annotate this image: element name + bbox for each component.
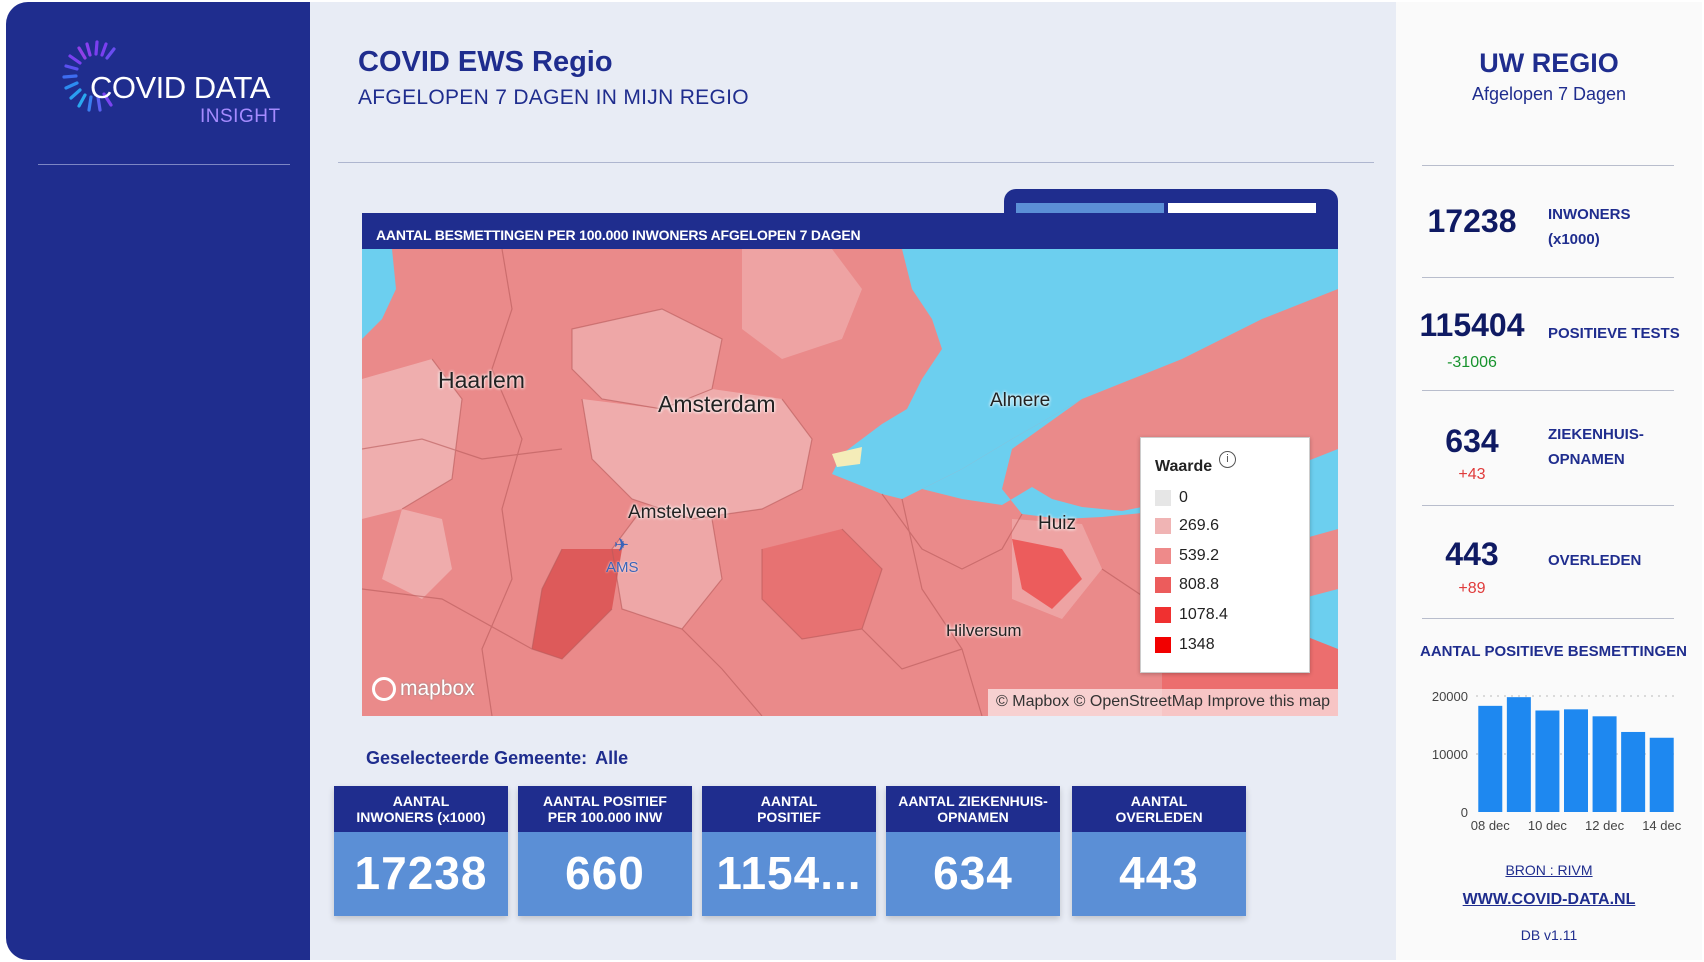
map-title: AANTAL BESMETTINGEN PER 100.000 INWONERS… <box>362 213 1338 249</box>
airport-icon: ✈ <box>614 535 630 555</box>
divider <box>1422 505 1674 506</box>
legend-swatch <box>1155 548 1171 564</box>
legend-item: 1078.4 <box>1155 603 1228 627</box>
selected-municipality: Geselecteerde Gemeente: Alle <box>366 748 628 769</box>
kpi-ziekenhuisopnamen: AANTAL ZIEKENHUIS- OPNAMEN 634 <box>886 786 1060 916</box>
divider <box>1422 165 1674 166</box>
city-label-huiz: Huiz <box>1038 513 1077 534</box>
sidebar-divider <box>38 164 290 165</box>
y-tick-label: 20000 <box>1432 689 1468 704</box>
stat-overleden-label: OVERLEDEN <box>1548 552 1642 569</box>
stat-ziekenhuisopnamen-delta: +43 <box>1458 466 1486 483</box>
mapbox-label: mapbox <box>400 677 475 700</box>
legend-item: 1348 <box>1155 633 1215 657</box>
legend-item: 269.6 <box>1155 514 1219 538</box>
logo-title: COVID DATA <box>90 70 270 105</box>
x-tick-label: 12 dec <box>1585 818 1625 833</box>
stat-ziekenhuisopnamen-value: 634 <box>1445 423 1499 459</box>
version-label: DB v1.11 <box>1520 927 1578 943</box>
stat-overleden-delta: +89 <box>1458 580 1486 597</box>
legend-swatch <box>1155 607 1171 623</box>
divider <box>1422 390 1674 391</box>
y-tick-label: 10000 <box>1432 747 1468 762</box>
kpi-header: AANTAL POSITIEF <box>702 786 876 832</box>
bar-11-dec <box>1564 709 1588 812</box>
city-label-almere: Almere <box>990 390 1051 411</box>
website-link[interactable]: WWW.COVID-DATA.NL <box>1462 891 1636 908</box>
page-subtitle: AFGELOPEN 7 DAGEN IN MIJN REGIO <box>358 86 749 109</box>
chart-title: AANTAL POSITIEVE BESMETTINGEN <box>1420 643 1687 660</box>
region-subtitle: Afgelopen 7 Dagen <box>1471 84 1627 104</box>
divider <box>1422 618 1674 619</box>
city-label-amsterdam: Amsterdam <box>658 391 776 417</box>
positive-cases-bar-chart[interactable]: 0 10000 20000 08 dec 10 dec 12 dec 14 dec <box>1396 674 1702 844</box>
y-tick-label: 0 <box>1461 805 1468 820</box>
stat-positieve-tests-value: 115404 <box>1419 307 1525 343</box>
kpi-header: AANTAL ZIEKENHUIS- OPNAMEN <box>886 786 1060 832</box>
map-attribution[interactable]: © Mapbox © OpenStreetMap Improve this ma… <box>988 689 1338 716</box>
stat-positieve-tests-delta: -31006 <box>1447 354 1497 371</box>
kpi-overleden: AANTAL OVERLEDEN 443 <box>1072 786 1246 916</box>
map-legend: Waarde i 0 269.6 539.2 808.8 1078.4 1348 <box>1140 437 1310 673</box>
kpi-value: 660 <box>518 832 692 916</box>
logo-subtitle: INSIGHT <box>200 106 281 127</box>
kpi-positief-per-100000: AANTAL POSITIEF PER 100.000 INW 660 <box>518 786 692 916</box>
bar-09-dec <box>1506 697 1531 812</box>
x-tick-label: 08 dec <box>1471 818 1511 833</box>
page-title: COVID EWS Regio <box>358 46 613 78</box>
kpi-header: AANTAL OVERLEDEN <box>1072 786 1246 832</box>
legend-swatch <box>1155 490 1171 506</box>
source-link[interactable]: BRON : RIVM <box>1505 862 1593 878</box>
kpi-value: 17238 <box>334 832 508 916</box>
city-label-hilversum: Hilversum <box>946 621 1022 640</box>
kpi-value: 634 <box>886 832 1060 916</box>
right-panel: UW REGIO Afgelopen 7 Dagen 17238 INWONER… <box>1396 2 1702 960</box>
header-divider <box>338 162 1374 163</box>
kpi-value: 1154... <box>702 832 876 916</box>
legend-item: 0 <box>1155 486 1188 510</box>
legend-item: 808.8 <box>1155 573 1219 597</box>
kpi-header: AANTAL POSITIEF PER 100.000 INW <box>518 786 692 832</box>
stat-overleden-value: 443 <box>1445 536 1499 572</box>
stat-positieve-tests-label: POSITIEVE TESTS <box>1548 325 1680 342</box>
logo: COVID DATA INSIGHT <box>56 40 296 135</box>
legend-title: Waarde <box>1155 458 1213 475</box>
airport-label: AMS <box>606 559 639 576</box>
legend-item: 539.2 <box>1155 544 1219 568</box>
bar-14-dec <box>1649 737 1674 812</box>
mapbox-logo[interactable]: mapbox <box>372 677 475 701</box>
stat-ziekenhuisopnamen-label: ZIEKENHUIS- OPNAMEN <box>1548 426 1644 468</box>
legend-swatch <box>1155 518 1171 534</box>
selected-municipality-value[interactable]: Alle <box>595 748 629 768</box>
sidebar: COVID DATA INSIGHT <box>6 2 310 960</box>
x-tick-label: 10 dec <box>1528 818 1568 833</box>
kpi-value: 443 <box>1072 832 1246 916</box>
x-tick-label: 14 dec <box>1642 818 1682 833</box>
stat-inwoners-value: 17238 <box>1427 203 1517 239</box>
legend-swatch <box>1155 637 1171 653</box>
selected-municipality-label: Geselecteerde Gemeente: <box>366 748 588 768</box>
mapbox-icon <box>372 677 396 701</box>
bar-13-dec <box>1621 731 1646 812</box>
info-icon[interactable]: i <box>1219 451 1236 468</box>
stat-inwoners-label: INWONERS (x1000) <box>1548 206 1631 248</box>
city-label-haarlem: Haarlem <box>438 367 525 393</box>
divider <box>1422 277 1674 278</box>
region-title: UW REGIO <box>1479 48 1619 78</box>
legend-swatch <box>1155 577 1171 593</box>
kpi-positief: AANTAL POSITIEF 1154... <box>702 786 876 916</box>
bar-08-dec <box>1478 705 1503 812</box>
sunburst-icon <box>62 40 116 112</box>
city-label-amstelveen: Amstelveen <box>628 502 728 523</box>
kpi-header: AANTAL INWONERS (x1000) <box>334 786 508 832</box>
bar-10-dec <box>1535 710 1560 812</box>
kpi-inwoners: AANTAL INWONERS (x1000) 17238 <box>334 786 508 916</box>
bar-12-dec <box>1592 716 1617 812</box>
